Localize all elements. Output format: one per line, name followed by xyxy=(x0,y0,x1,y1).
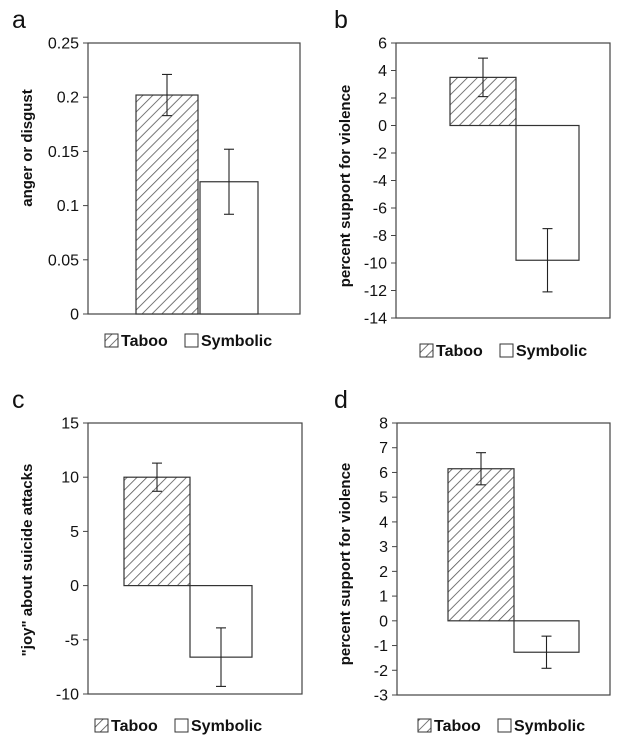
y-tick-label: 1 xyxy=(379,589,388,606)
bar-taboo xyxy=(123,476,191,587)
y-tick-label: 10 xyxy=(61,470,79,487)
y-tick-label: 0 xyxy=(378,118,387,135)
y-tick-label: 2 xyxy=(379,564,388,581)
legend-swatch-symbolic xyxy=(184,333,199,348)
y-axis-label: percent support for violence xyxy=(337,463,354,666)
bar-taboo xyxy=(447,468,515,622)
legend-swatch-symbolic xyxy=(174,718,189,733)
legend-swatch-symbolic xyxy=(499,343,514,358)
y-tick-label: 15 xyxy=(61,416,79,433)
chart-panel-b: b 6 4 2 0 -2 -4 -6 -8 -10 -12 -14 percent support fo… xyxy=(334,6,611,360)
y-tick-label: -2 xyxy=(374,663,388,680)
y-tick-label: -1 xyxy=(374,638,388,655)
bar-taboo xyxy=(135,94,199,315)
legend-swatch-taboo xyxy=(94,718,109,733)
legend-label-symbolic: Symbolic xyxy=(191,718,262,735)
y-tick-label: -10 xyxy=(56,687,79,704)
y-tick-label: 0 xyxy=(70,578,79,595)
legend-label-taboo: Taboo xyxy=(111,718,158,735)
legend-label-symbolic: Symbolic xyxy=(201,333,272,350)
y-tick-label: -6 xyxy=(373,201,387,218)
y-tick-label: -4 xyxy=(373,173,387,190)
y-tick-label: -2 xyxy=(373,146,387,163)
y-tick-label: 0.1 xyxy=(57,198,79,215)
y-tick-label: 8 xyxy=(379,416,388,433)
legend-label-taboo: Taboo xyxy=(436,343,483,360)
y-tick-label: -14 xyxy=(364,311,387,328)
chart-panel-d: d 8 7 6 5 4 3 2 1 0 -1 -2 -3 percent support for viol… xyxy=(334,386,611,735)
plot-frame xyxy=(87,422,303,695)
y-tick-label: 5 xyxy=(70,524,79,541)
panel-label: a xyxy=(12,6,26,34)
chart-panel-a: a 0 0.05 0.1 0.15 0.2 0.25 anger or disgust Tabo… xyxy=(12,6,301,350)
legend-label-taboo: Taboo xyxy=(434,718,481,735)
legend-label-taboo: Taboo xyxy=(121,333,168,350)
legend-swatch-taboo xyxy=(419,343,434,358)
panel-label: d xyxy=(334,386,348,414)
chart-panel-c: c 15 10 5 0 -5 -10 "joy" about suicide attacks T… xyxy=(12,386,303,735)
y-tick-label: 0 xyxy=(70,307,79,324)
y-tick-label: 4 xyxy=(378,63,387,80)
legend-label-symbolic: Symbolic xyxy=(514,718,585,735)
y-tick-label: 0 xyxy=(379,613,388,630)
y-tick-label: 5 xyxy=(379,490,388,507)
y-axis-label: "joy" about suicide attacks xyxy=(19,464,36,657)
y-tick-label: -8 xyxy=(373,228,387,245)
y-tick-label: 0.15 xyxy=(48,144,79,161)
y-tick-label: 6 xyxy=(378,36,387,53)
y-axis-label: percent support for violence xyxy=(337,85,354,288)
legend-swatch-taboo xyxy=(417,718,432,733)
y-tick-label: -3 xyxy=(374,688,388,705)
y-tick-label: 6 xyxy=(379,465,388,482)
legend-swatch-taboo xyxy=(104,333,119,348)
plot-frame xyxy=(396,422,611,696)
panel-label: c xyxy=(12,386,25,414)
y-tick-label: 2 xyxy=(378,91,387,108)
y-tick-label: 0.25 xyxy=(48,36,79,53)
y-tick-label: 0.2 xyxy=(57,90,79,107)
panel-label: b xyxy=(334,6,348,34)
legend-label-symbolic: Symbolic xyxy=(516,343,587,360)
y-tick-label: 3 xyxy=(379,539,388,556)
y-tick-label: -5 xyxy=(65,632,79,649)
legend-swatch-symbolic xyxy=(497,718,512,733)
y-axis-label: anger or disgust xyxy=(19,89,36,207)
y-tick-label: -10 xyxy=(364,256,387,273)
y-tick-label: 4 xyxy=(379,514,388,531)
y-tick-label: 0.05 xyxy=(48,252,79,269)
y-tick-label: -12 xyxy=(364,283,387,300)
y-tick-label: 7 xyxy=(379,440,388,457)
